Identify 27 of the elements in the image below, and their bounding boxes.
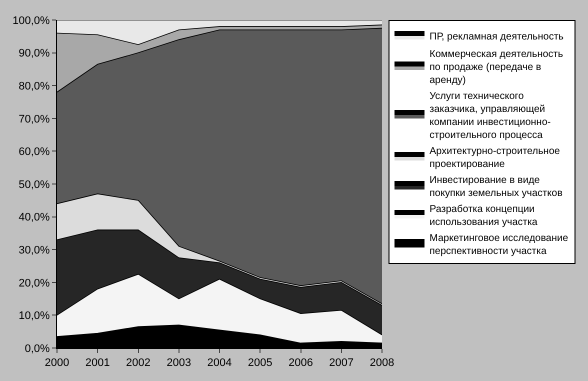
legend-label: Коммерческая деятельность по продаже (передаче в аренду) [430, 48, 564, 86]
y-tick-label: 10,0% [18, 310, 50, 322]
y-tick-label: 30,0% [18, 244, 50, 256]
y-tick-label: 60,0% [18, 146, 50, 158]
y-tick-label: 0,0% [24, 342, 50, 355]
y-tick-label: 80,0% [18, 80, 50, 92]
legend-label: Архитектурно-строительное проектирование [430, 146, 560, 170]
y-tick-label: 40,0% [18, 212, 50, 224]
x-tick-label: 2005 [248, 357, 272, 370]
y-tick-label: 50,0% [18, 178, 50, 191]
legend-label: Услуги технического заказчика, управляющей компании инвестиционно-строительного процесса [430, 90, 551, 141]
x-tick-label: 2001 [85, 357, 110, 370]
y-tick-label: 90,0% [18, 48, 50, 60]
x-tick-label: 2002 [126, 357, 150, 370]
x-tick-label: 2004 [207, 357, 232, 370]
y-tick-label: 20,0% [18, 277, 50, 290]
legend-label: ПР, рекламная деятельность [430, 31, 564, 42]
x-tick-label: 2008 [370, 357, 394, 370]
legend-label: Инвестирование в виде покупки земельных участков [430, 174, 563, 199]
x-tick-label: 2007 [329, 357, 354, 370]
y-tick-label: 70,0% [18, 113, 50, 126]
legend-label: Разработка концепции использования участка [430, 204, 538, 228]
legend-label: Маркетинговое исследование перспективности участка [430, 232, 569, 257]
x-tick-label: 2003 [166, 357, 192, 370]
x-tick-label: 2006 [288, 357, 313, 370]
x-tick-label: 2000 [44, 357, 70, 370]
y-tick-label: 100,0% [12, 14, 50, 27]
